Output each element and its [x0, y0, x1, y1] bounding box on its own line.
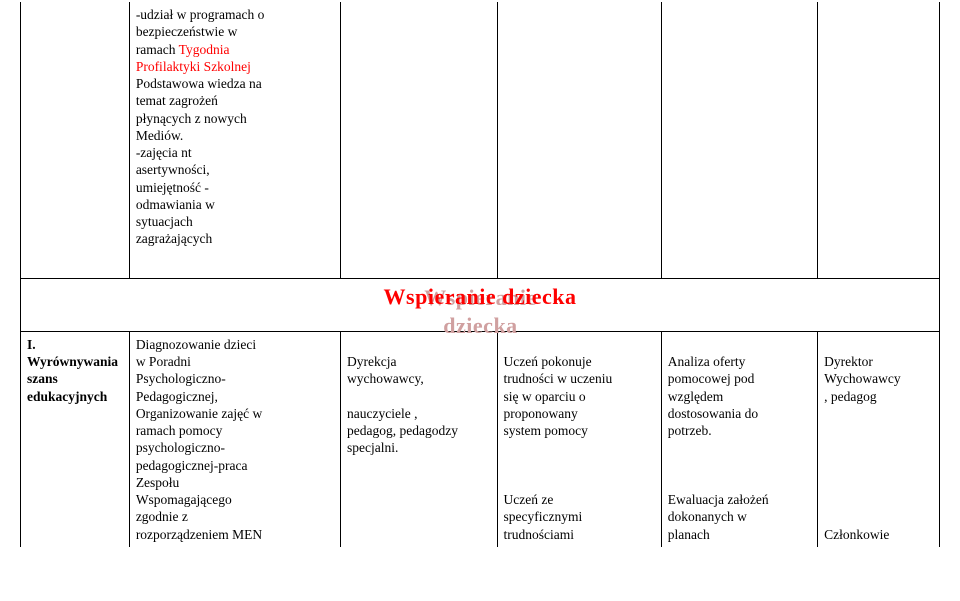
text: ramach pomocy	[136, 423, 223, 438]
text: specyficznymi	[504, 509, 583, 524]
text: dokonanych w	[668, 509, 747, 524]
main-table: -udział w programach o bezpieczeństwie w…	[20, 2, 940, 547]
text: Uczeń ze	[504, 492, 554, 507]
text: dostosowania do	[668, 406, 758, 421]
cell-r3-c6: Dyrektor Wychowawcy , pedagog Członkowie	[818, 331, 940, 547]
text: proponowany	[504, 406, 578, 421]
text: płynących z nowych	[136, 111, 247, 126]
text: trudności w uczeniu	[504, 371, 613, 386]
text: -udział w programach o	[136, 7, 265, 22]
text: się w oparciu o	[504, 389, 586, 404]
text: zagrażających	[136, 231, 212, 246]
text: Mediów.	[136, 128, 184, 143]
text: asertywności,	[136, 162, 210, 177]
cell-r1-c1	[21, 2, 130, 278]
text: Analiza oferty	[668, 354, 746, 369]
section-title-front: Wspieranie dziecka	[384, 284, 577, 309]
table-row: I. Wyrównywania szans edukacyjnych Diagn…	[21, 331, 940, 547]
text: Ewaluacja założeń	[668, 492, 769, 507]
cell-r3-c2: Diagnozowanie dzieci w Poradni Psycholog…	[129, 331, 340, 547]
text: Pedagogicznej,	[136, 389, 218, 404]
text: pedagogicznej-praca	[136, 458, 248, 473]
text: pomocowej pod	[668, 371, 755, 386]
text: system pomocy	[504, 423, 588, 438]
text-red: Profilaktyki Szkolnej	[136, 59, 251, 74]
text: Zespołu	[136, 475, 180, 490]
row-heading: edukacyjnych	[27, 389, 107, 404]
cell-r3-c5: Analiza oferty pomocowej pod względem do…	[661, 331, 817, 547]
section-heading-cell: Wspieranie dziecka Wspieranie dziecka	[21, 278, 940, 331]
text: Członkowie	[824, 527, 889, 542]
text: temat zagrożeń	[136, 93, 218, 108]
text: w Poradni	[136, 354, 191, 369]
text: względem	[668, 389, 723, 404]
text: specjalni.	[347, 440, 398, 455]
text: Diagnozowanie dzieci	[136, 337, 256, 352]
cell-r3-c4: Uczeń pokonuje trudności w uczeniu się w…	[497, 331, 661, 547]
cell-r3-c3: Dyrekcja wychowawcy, nauczyciele , pedag…	[341, 331, 498, 547]
text: bezpieczeństwie w	[136, 24, 238, 39]
text: ramach	[136, 42, 179, 57]
text: sytuacjach	[136, 214, 193, 229]
text: trudnościami	[504, 527, 575, 542]
text-red: Tygodnia	[179, 42, 230, 57]
text: wychowawcy,	[347, 371, 424, 386]
cell-r1-c3	[341, 2, 498, 278]
text: Podstawowa wiedza na	[136, 76, 262, 91]
text: Dyrektor	[824, 354, 873, 369]
text: Wychowawcy	[824, 371, 900, 386]
text: planach	[668, 527, 710, 542]
cell-r1-c6	[818, 2, 940, 278]
text: odmawiania w	[136, 197, 215, 212]
document-page: -udział w programach o bezpieczeństwie w…	[0, 2, 960, 601]
text: Organizowanie zajęć w	[136, 406, 262, 421]
table-row: -udział w programach o bezpieczeństwie w…	[21, 2, 940, 278]
text: Dyrekcja	[347, 354, 396, 369]
text: zgodnie z	[136, 509, 188, 524]
cell-r1-c2: -udział w programach o bezpieczeństwie w…	[129, 2, 340, 278]
cell-r1-c5	[661, 2, 817, 278]
text: psychologiczno-	[136, 440, 225, 455]
section-heading-row: Wspieranie dziecka Wspieranie dziecka	[21, 278, 940, 331]
section-title: Wspieranie dziecka Wspieranie dziecka	[384, 283, 577, 311]
cell-r1-c4	[497, 2, 661, 278]
text: potrzeb.	[668, 423, 712, 438]
text: Wspomagającego	[136, 492, 232, 507]
text: Uczeń pokonuje	[504, 354, 592, 369]
text: rozporządzeniem MEN	[136, 527, 262, 542]
row-heading: szans	[27, 371, 58, 386]
text: umiejętność -	[136, 180, 209, 195]
cell-r3-c1: I. Wyrównywania szans edukacyjnych	[21, 331, 130, 547]
text: , pedagog	[824, 389, 876, 404]
text: pedagog, pedagodzy	[347, 423, 458, 438]
text: -zajęcia nt	[136, 145, 192, 160]
row-heading: I. Wyrównywania	[27, 337, 118, 369]
text: Psychologiczno-	[136, 371, 226, 386]
text: nauczyciele ,	[347, 406, 417, 421]
